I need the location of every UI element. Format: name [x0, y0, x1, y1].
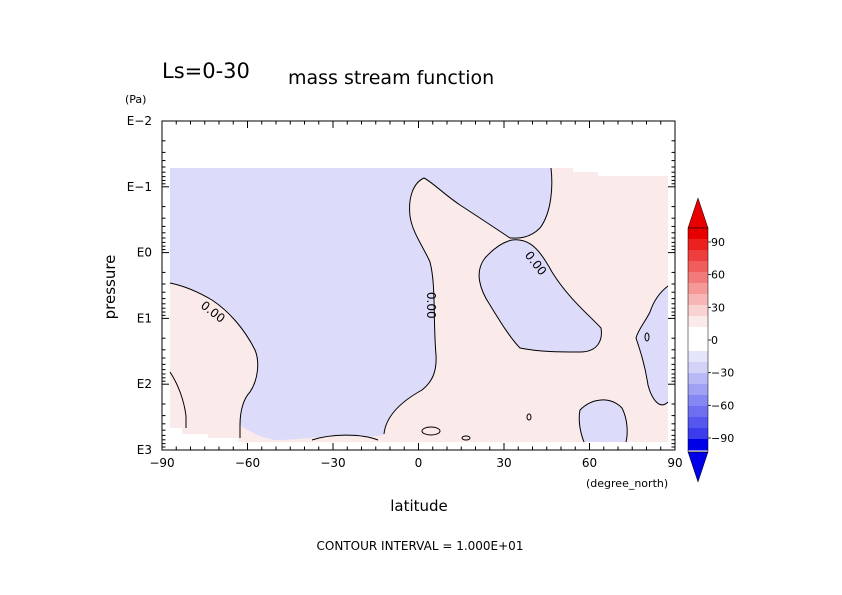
contour-zero-main: [383, 167, 553, 435]
colorbar-tick-label: −30: [711, 367, 734, 380]
colorbar-segment: [688, 272, 708, 284]
contour-fills: [170, 168, 668, 442]
region-negative-lower-right: [579, 399, 628, 442]
contour-zero-mid: [478, 239, 602, 353]
y-tick-label: E0: [137, 246, 152, 260]
y-tick-label: E−1: [127, 180, 152, 194]
contour-zero-right-edge: [635, 285, 669, 406]
y-tick-label: E2: [137, 377, 152, 391]
contour-small-c: [526, 413, 532, 421]
contour-zero-left: [169, 282, 259, 438]
region-negative-mid: [479, 239, 602, 352]
colorbar-segment: [688, 283, 708, 295]
y-axis-label: pressure: [101, 255, 119, 320]
title-left: Ls=0-30: [162, 59, 250, 83]
colorbar-tick-label: −60: [711, 399, 734, 412]
colorbar-segment: [688, 261, 708, 273]
colorbar: 90 60 30 0 −30 −60 −90: [687, 197, 734, 483]
x-axis: −90 −60 −30 0 30 60 90: [149, 121, 683, 470]
colorbar-segment: [688, 228, 708, 240]
colorbar-tip-top: [687, 197, 709, 229]
colorbar-segment: [688, 384, 708, 396]
y-axis: E−2 E−1 E0 E1 E2 E3: [127, 114, 675, 457]
colorbar-segment: [688, 305, 708, 317]
colorbar-segment: [688, 373, 708, 385]
contour-small-a: [421, 426, 441, 436]
contour-interval: CONTOUR INTERVAL = 1.000E+01: [317, 539, 524, 553]
x-unit: (degree_north): [586, 477, 668, 490]
colorbar-segment: [688, 294, 708, 306]
contour-zero-corner: [169, 371, 187, 428]
colorbar-tick-label: 60: [711, 269, 725, 282]
x-axis-label: latitude: [390, 497, 448, 515]
region-negative-right-edge: [636, 286, 668, 405]
region-positive-corner: [170, 372, 186, 428]
colorbar-segment: [688, 395, 708, 407]
region-negative-main: [170, 168, 552, 440]
colorbar-segment: [688, 417, 708, 429]
y-unit: (Pa): [125, 93, 146, 106]
colorbar-tick-label: 90: [711, 236, 725, 249]
x-tick-label: 60: [582, 456, 597, 470]
x-tick-label: 90: [667, 456, 682, 470]
chart-title: mass stream function: [288, 67, 494, 89]
x-tick-label: 0: [415, 456, 423, 470]
contour-zero-lower-right: [578, 399, 628, 443]
x-tick-label: −30: [320, 456, 345, 470]
contour-small-e: [311, 434, 379, 441]
colorbar-segment: [688, 316, 708, 328]
colorbar-segment: [688, 250, 708, 262]
x-tick-label: 30: [496, 456, 511, 470]
colorbar-segment: [688, 362, 708, 374]
colorbar-tick-label: −90: [711, 432, 734, 445]
x-tick-label: −90: [149, 456, 174, 470]
y-tick-label: E1: [137, 311, 152, 325]
contour-small-d: [644, 332, 650, 342]
colorbar-segment: [688, 327, 708, 339]
colorbar-segment: [688, 406, 708, 418]
contour-small-b: [461, 435, 471, 441]
contour-lines: [169, 167, 669, 443]
colorbar-tick-label: 0: [711, 334, 718, 347]
colorbar-segment: [688, 351, 708, 363]
colorbar-tip-bottom: [687, 451, 709, 483]
colorbar-segment: [688, 340, 708, 352]
y-tick-label: E−2: [127, 114, 152, 128]
colorbar-segment: [688, 439, 708, 451]
colorbar-segment: [688, 428, 708, 440]
y-tick-label: E3: [137, 443, 152, 457]
colorbar-segment: [688, 239, 708, 251]
contour-label: 0.00: [424, 292, 438, 319]
x-tick-label: −60: [235, 456, 260, 470]
colorbar-tick-label: 30: [711, 301, 725, 314]
